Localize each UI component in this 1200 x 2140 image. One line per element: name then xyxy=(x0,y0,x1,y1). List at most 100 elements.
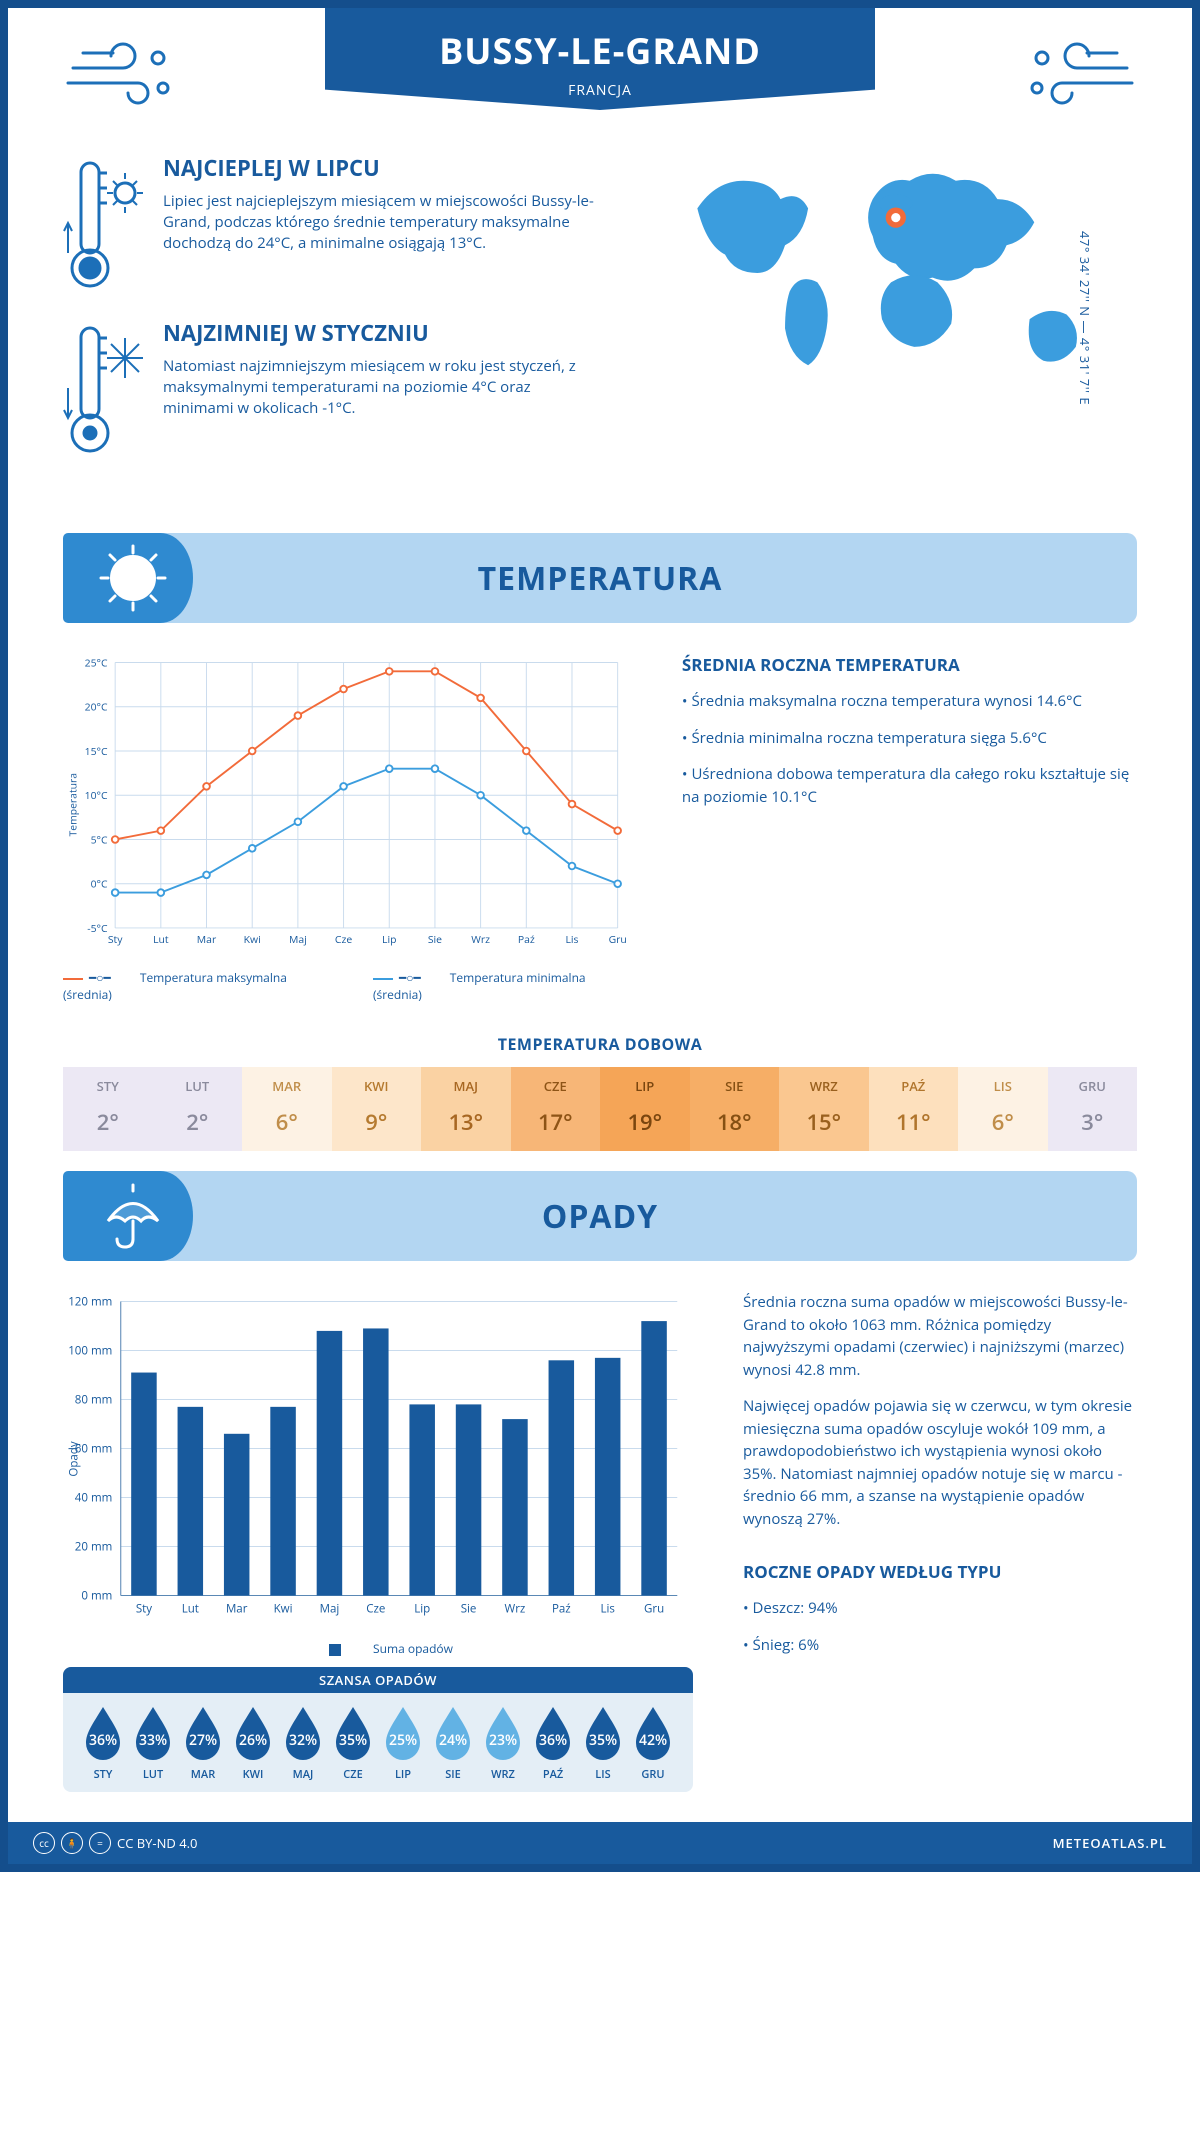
svg-text:Mar: Mar xyxy=(197,933,217,947)
svg-text:Lip: Lip xyxy=(382,933,396,947)
daily-value: 18° xyxy=(690,1101,780,1151)
svg-text:Wrz: Wrz xyxy=(505,1602,526,1617)
svg-text:0°C: 0°C xyxy=(91,878,108,892)
temperature-legend: ━○━ Temperatura maksymalna (średnia) ━○━… xyxy=(63,969,632,1003)
cc-icon: cc xyxy=(33,1832,55,1854)
section-title-temperature: TEMPERATURA xyxy=(63,557,1137,600)
rain-drop: 23%WRZ xyxy=(478,1703,528,1782)
legend-rain: Suma opadów xyxy=(303,1640,453,1657)
nd-icon: = xyxy=(89,1832,111,1854)
daily-value: 2° xyxy=(153,1101,243,1151)
daily-month: STY xyxy=(63,1067,153,1101)
sun-icon xyxy=(98,543,168,613)
svg-text:24%: 24% xyxy=(439,1731,467,1750)
svg-text:20 mm: 20 mm xyxy=(75,1540,113,1555)
svg-text:23%: 23% xyxy=(489,1731,517,1750)
rain-drop: 27%MAR xyxy=(178,1703,228,1782)
svg-text:26%: 26% xyxy=(239,1731,267,1750)
country-subtitle: FRANCJA xyxy=(405,81,795,100)
rain-legend: Suma opadów xyxy=(63,1640,693,1657)
wind-icon-left xyxy=(63,33,183,113)
rain-drop: 36%PAŹ xyxy=(528,1703,578,1782)
daily-value: 11° xyxy=(869,1101,959,1151)
warmest-block: NAJCIEPLEJ W LIPCU Lipiec jest najcieple… xyxy=(63,153,605,293)
city-title: BUSSY-LE-GRAND xyxy=(405,26,795,75)
rain-summary: Średnia roczna suma opadów w miejscowośc… xyxy=(743,1291,1137,1792)
svg-text:Kwi: Kwi xyxy=(244,933,261,947)
svg-text:36%: 36% xyxy=(539,1731,567,1750)
svg-text:Sie: Sie xyxy=(428,933,442,947)
svg-text:32%: 32% xyxy=(289,1731,317,1750)
intro-section: NAJCIEPLEJ W LIPCU Lipiec jest najcieple… xyxy=(8,143,1192,513)
daily-month: PAŹ xyxy=(869,1067,959,1101)
temp-bullet: Średnia minimalna roczna temperatura się… xyxy=(682,727,1137,750)
rain-drop: 24%SIE xyxy=(428,1703,478,1782)
daily-value: 19° xyxy=(600,1101,690,1151)
header: BUSSY-LE-GRAND FRANCJA xyxy=(8,8,1192,143)
daily-month: CZE xyxy=(511,1067,601,1101)
svg-text:36%: 36% xyxy=(89,1731,117,1750)
rain-p2: Najwięcej opadów pojawia się w czerwcu, … xyxy=(743,1395,1137,1530)
page-frame: BUSSY-LE-GRAND FRANCJA NAJCIEPLEJ W LIPC… xyxy=(0,0,1200,1872)
temp-bullet: Średnia maksymalna roczna temperatura wy… xyxy=(682,690,1137,713)
thermometer-cold-icon xyxy=(63,318,143,458)
svg-text:25%: 25% xyxy=(389,1731,417,1750)
svg-text:Cze: Cze xyxy=(366,1602,385,1617)
coldest-block: NAJZIMNIEJ W STYCZNIU Natomiast najzimni… xyxy=(63,318,605,458)
rain-drop: 36%STY xyxy=(78,1703,128,1782)
daily-month: KWI xyxy=(332,1067,422,1101)
svg-text:Gru: Gru xyxy=(644,1602,664,1617)
rain-drop: 35%LIS xyxy=(578,1703,628,1782)
rain-drop: 42%GRU xyxy=(628,1703,678,1782)
temp-bullet: Uśredniona dobowa temperatura dla całego… xyxy=(682,763,1137,808)
rain-type-bullet: Śnieg: 6% xyxy=(743,1634,1137,1657)
license: cc 🧍 = CC BY-ND 4.0 xyxy=(33,1832,197,1854)
warmest-text: Lipiec jest najcieplejszym miesiącem w m… xyxy=(163,191,605,254)
svg-text:Sty: Sty xyxy=(108,933,123,947)
svg-text:120 mm: 120 mm xyxy=(68,1295,112,1310)
daily-value: 17° xyxy=(511,1101,601,1151)
daily-month: LUT xyxy=(153,1067,243,1101)
svg-text:Maj: Maj xyxy=(289,933,307,947)
svg-text:10°C: 10°C xyxy=(85,789,108,803)
svg-text:33%: 33% xyxy=(139,1731,167,1750)
daily-value: 15° xyxy=(779,1101,869,1151)
temperature-chart: -5°C0°C5°C10°C15°C20°C25°CStyLutMarKwiMa… xyxy=(63,653,632,1003)
svg-text:20°C: 20°C xyxy=(85,701,108,715)
daily-month: WRZ xyxy=(779,1067,869,1101)
rain-drop: 35%CZE xyxy=(328,1703,378,1782)
legend-max: ━○━ Temperatura maksymalna (średnia) xyxy=(63,969,333,1003)
daily-month: LIS xyxy=(958,1067,1048,1101)
svg-text:42%: 42% xyxy=(639,1731,667,1750)
svg-text:Sie: Sie xyxy=(461,1602,477,1617)
chance-title: SZANSA OPADÓW xyxy=(63,1667,693,1693)
svg-text:100 mm: 100 mm xyxy=(68,1344,112,1359)
section-header-temperature: TEMPERATURA xyxy=(63,533,1137,623)
svg-text:40 mm: 40 mm xyxy=(75,1491,113,1506)
svg-text:Wrz: Wrz xyxy=(471,933,490,947)
svg-text:Opady: Opady xyxy=(67,1442,82,1477)
daily-month: MAR xyxy=(242,1067,332,1101)
svg-text:Maj: Maj xyxy=(320,1602,340,1617)
svg-text:Kwi: Kwi xyxy=(274,1602,293,1617)
rain-type-title: ROCZNE OPADY WEDŁUG TYPU xyxy=(743,1560,1137,1583)
section-header-rain: OPADY xyxy=(63,1171,1137,1261)
rain-row: 0 mm20 mm40 mm60 mm80 mm100 mm120 mmOpad… xyxy=(63,1291,1137,1792)
daily-value: 9° xyxy=(332,1101,422,1151)
svg-text:Paź: Paź xyxy=(552,1602,571,1617)
rain-p1: Średnia roczna suma opadów w miejscowośc… xyxy=(743,1291,1137,1381)
by-icon: 🧍 xyxy=(61,1832,83,1854)
daily-month: GRU xyxy=(1048,1067,1138,1101)
site-brand: METEOATLAS.PL xyxy=(1053,1834,1167,1852)
svg-text:Temperatura: Temperatura xyxy=(66,773,80,837)
warmest-title: NAJCIEPLEJ W LIPCU xyxy=(163,153,605,183)
daily-value: 3° xyxy=(1048,1101,1138,1151)
svg-text:Mar: Mar xyxy=(226,1602,248,1617)
wind-icon-right xyxy=(1017,33,1137,113)
svg-text:Lis: Lis xyxy=(565,933,578,947)
thermometer-hot-icon xyxy=(63,153,143,293)
title-banner: BUSSY-LE-GRAND FRANCJA xyxy=(325,8,875,110)
rain-drop: 33%LUT xyxy=(128,1703,178,1782)
svg-text:35%: 35% xyxy=(339,1731,367,1750)
temperature-summary: ŚREDNIA ROCZNA TEMPERATURA Średnia maksy… xyxy=(682,653,1137,1003)
